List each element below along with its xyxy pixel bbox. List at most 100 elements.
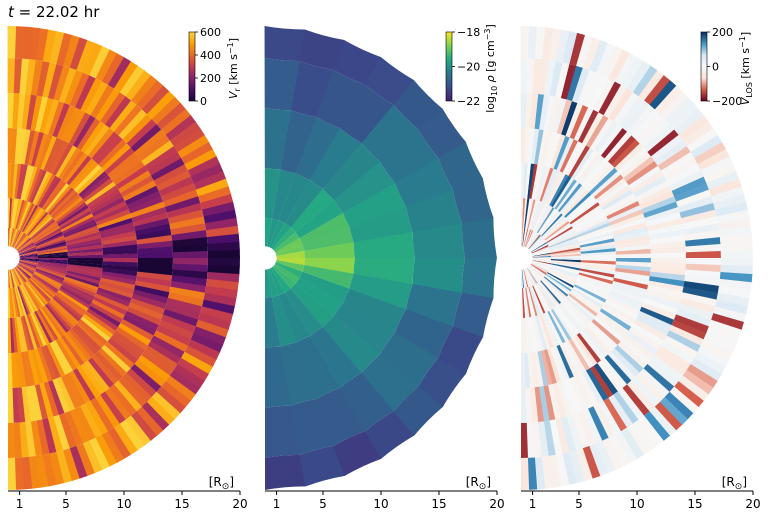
heatmap-cell bbox=[59, 286, 92, 306]
heatmap-cell bbox=[547, 348, 562, 383]
colorbar-tick-label: 600 bbox=[200, 26, 221, 39]
heatmap-cell bbox=[73, 323, 102, 352]
heatmap-cell bbox=[657, 345, 691, 370]
heatmap-cell bbox=[556, 137, 574, 172]
heatmap-cell bbox=[131, 293, 167, 309]
heatmap bbox=[7, 26, 240, 490]
heatmap-cell bbox=[310, 326, 362, 388]
heatmap-cell bbox=[547, 132, 562, 168]
heatmap-cell bbox=[165, 114, 196, 141]
heatmap-cell bbox=[172, 263, 208, 272]
heatmap-cell bbox=[556, 305, 580, 335]
heatmap-cell bbox=[570, 204, 602, 227]
colorbar-tick-label: 200 bbox=[712, 26, 733, 39]
heatmap-cell bbox=[537, 282, 557, 308]
heatmap-cell bbox=[162, 189, 199, 208]
heatmap-cell bbox=[14, 457, 25, 490]
heatmap-cell bbox=[22, 205, 40, 233]
heatmap-cell bbox=[532, 260, 551, 267]
heatmap-cell bbox=[285, 288, 323, 336]
heatmap-cell bbox=[530, 239, 546, 252]
heatmap-cell bbox=[84, 310, 116, 335]
heatmap-cell bbox=[136, 406, 164, 436]
heatmap-cell bbox=[169, 121, 201, 147]
heatmap-cell bbox=[86, 308, 119, 331]
heatmap-cell bbox=[526, 287, 534, 318]
heatmap-cell bbox=[136, 79, 164, 110]
heatmap-cell bbox=[532, 254, 551, 258]
heatmap-cell bbox=[649, 234, 686, 245]
heatmap-cell bbox=[47, 100, 65, 136]
heatmap-cell bbox=[276, 257, 305, 265]
heatmap-cell bbox=[550, 253, 581, 257]
heatmap-cell bbox=[9, 287, 13, 318]
heatmap-cell bbox=[543, 219, 569, 240]
heatmap-cell bbox=[84, 181, 116, 205]
heatmap-cell bbox=[534, 204, 550, 232]
heatmap-cell bbox=[30, 131, 44, 167]
heatmap-cell bbox=[548, 269, 577, 283]
heatmap-cell bbox=[532, 58, 542, 94]
heatmap-cell bbox=[555, 29, 570, 63]
heatmap-cell bbox=[125, 415, 152, 446]
heatmap-cell bbox=[635, 180, 670, 202]
heatmap-cell bbox=[536, 283, 553, 310]
heatmap-cell bbox=[530, 286, 542, 316]
heatmap-cell bbox=[546, 272, 574, 290]
heatmap-cell bbox=[62, 34, 80, 68]
heatmap-cell bbox=[43, 381, 60, 417]
heatmap-cell bbox=[265, 346, 292, 408]
heatmap-cell bbox=[716, 209, 750, 224]
heatmap-cell bbox=[648, 280, 684, 293]
heatmap-cell bbox=[275, 261, 303, 278]
x-tick-label: 1 bbox=[273, 497, 281, 511]
heatmap-cell bbox=[201, 201, 235, 217]
heatmap-cell bbox=[30, 420, 44, 457]
heatmap-cell bbox=[574, 282, 608, 300]
heatmap-cell bbox=[11, 287, 17, 318]
heatmap-cell bbox=[10, 269, 17, 288]
heatmap-cell bbox=[669, 169, 704, 191]
heatmap-cell bbox=[11, 229, 20, 248]
heatmap-cell bbox=[27, 130, 40, 166]
heatmap-cell bbox=[10, 317, 15, 353]
heatmap-cell bbox=[32, 274, 58, 294]
heatmap-cell bbox=[623, 334, 655, 360]
heatmap-cell bbox=[198, 185, 232, 203]
heatmap-cell bbox=[628, 165, 661, 190]
heatmap-cell bbox=[531, 246, 550, 255]
heatmap-cell bbox=[80, 316, 111, 342]
heatmap-cell bbox=[302, 227, 354, 252]
heatmap-cell bbox=[720, 264, 753, 275]
heatmap-cell bbox=[553, 135, 570, 170]
heatmap-cell bbox=[606, 296, 640, 315]
heatmap-cell bbox=[67, 247, 103, 254]
heatmap-cell bbox=[88, 305, 121, 327]
heatmap-cell bbox=[545, 311, 563, 345]
heatmap-cell bbox=[84, 124, 110, 156]
heatmap-cell bbox=[545, 274, 571, 294]
heatmap-cell bbox=[82, 177, 114, 203]
heatmap-cell bbox=[589, 443, 609, 477]
heatmap-cell bbox=[524, 229, 533, 248]
heatmap-cell bbox=[53, 196, 83, 222]
heatmap-cell bbox=[641, 195, 677, 214]
heatmap-cell bbox=[614, 271, 650, 281]
heatmap-cell bbox=[339, 84, 394, 144]
heatmap-cell bbox=[550, 347, 566, 382]
heatmap-cell bbox=[714, 201, 748, 217]
heatmap-cell bbox=[532, 258, 551, 261]
heatmap-cell bbox=[534, 26, 546, 60]
heatmap-cell bbox=[532, 258, 551, 262]
heatmap-cell bbox=[530, 241, 547, 252]
heatmap-cell bbox=[60, 150, 85, 182]
heatmap-cell bbox=[554, 306, 577, 337]
heatmap-cell bbox=[195, 178, 229, 197]
heatmap-cell bbox=[654, 140, 687, 166]
heatmap-cell bbox=[522, 228, 527, 247]
heatmap-cell bbox=[172, 236, 208, 247]
heatmap-cell bbox=[126, 368, 157, 397]
heatmap-cell bbox=[193, 170, 227, 190]
heatmap-cell bbox=[86, 185, 119, 208]
